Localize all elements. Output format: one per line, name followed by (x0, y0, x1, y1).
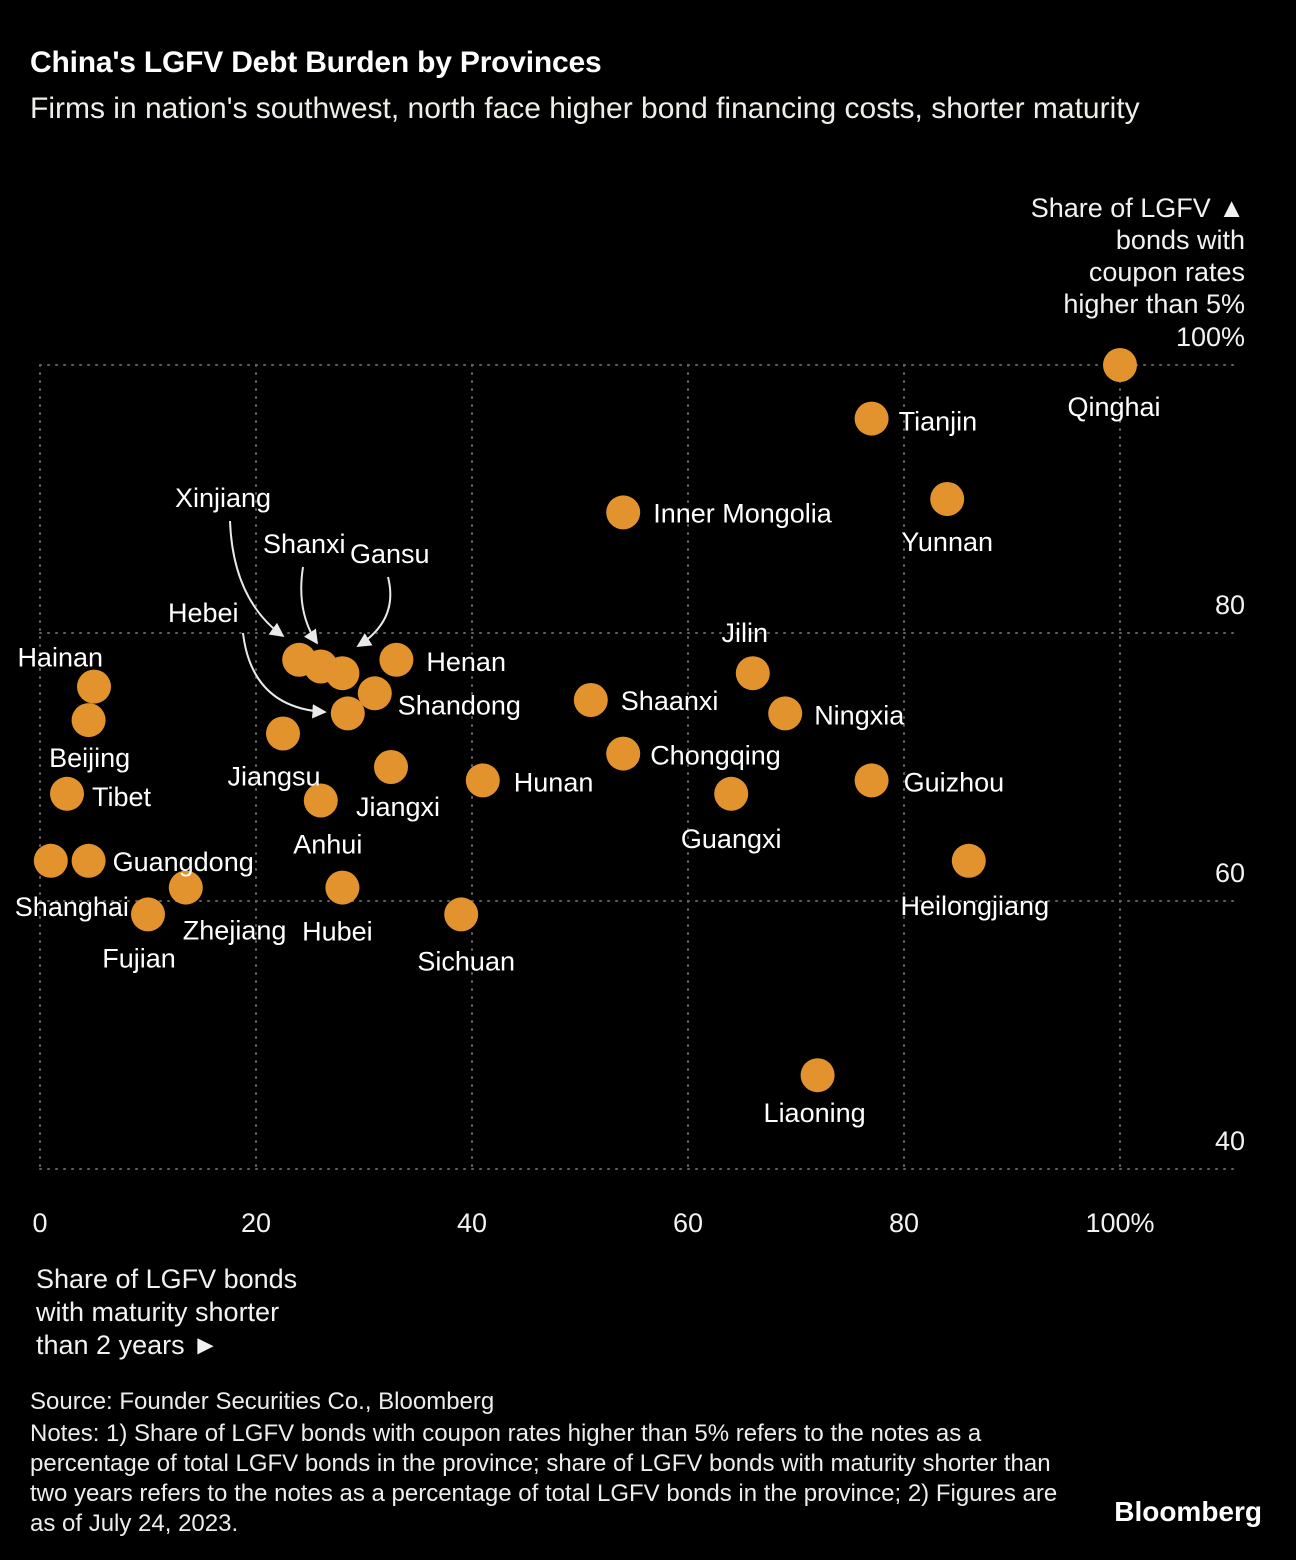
point-label: Fujian (102, 943, 176, 973)
data-point-hunan (465, 763, 500, 798)
x-tick-label: 60 (673, 1208, 703, 1238)
x-tick-label: 80 (889, 1208, 919, 1238)
data-point-heilongjiang (951, 843, 986, 878)
point-label: Tianjin (899, 407, 978, 437)
data-point-jiangxi (374, 750, 408, 784)
data-point-zhejiang (168, 870, 203, 905)
point-label: Beijing (49, 743, 130, 773)
data-point-guangdong (71, 843, 106, 878)
data-point-tianjin (854, 401, 889, 436)
point-label: Liaoning (764, 1098, 866, 1128)
point-label: Ningxia (814, 700, 905, 730)
x-tick-label: 100% (1085, 1208, 1154, 1238)
point-label: Anhui (293, 830, 362, 860)
x-tick-label: 20 (241, 1208, 271, 1238)
data-point-shanghai (33, 843, 68, 878)
notes-text: Notes: 1) Share of LGFV bonds with coupo… (30, 1420, 1058, 1537)
point-label: Hubei (302, 917, 373, 947)
point-label: Yunnan (901, 527, 993, 557)
point-label: Chongqing (650, 741, 781, 771)
point-label: Heilongjiang (900, 891, 1049, 921)
scatter-plot: 100% 80 60 40 0 20 40 60 80 100% Qinghai Tianjin Yun… (15, 322, 1245, 1238)
y-tick-label: 40 (1215, 1126, 1245, 1156)
data-point-inner-mongolia (606, 495, 641, 530)
data-point-hubei (325, 870, 360, 905)
data-point-guizhou (854, 763, 889, 798)
point-label: Hebei (168, 598, 239, 628)
y-tick-label: 80 (1215, 590, 1245, 620)
data-point-shaanxi (573, 683, 608, 717)
point-label: Guangxi (681, 824, 782, 854)
point-label: Hainan (17, 643, 103, 673)
point-label: Qinghai (1067, 392, 1160, 422)
point-label: Hunan (514, 767, 594, 797)
data-point-liaoning (800, 1058, 835, 1093)
callout-arrow (242, 632, 327, 719)
x-tick-label: 0 (32, 1208, 47, 1238)
callout-arrow (300, 566, 319, 645)
chart-subtitle: Firms in nation's southwest, north face … (30, 92, 1140, 125)
y-tick-label: 100% (1176, 322, 1245, 352)
point-label: Xinjiang (175, 483, 271, 513)
y-tick-label: 60 (1215, 858, 1245, 888)
data-point-yunnan (930, 482, 965, 516)
data-point-fujian (131, 897, 165, 932)
data-point-beijing (71, 703, 106, 738)
data-point-jilin (735, 656, 770, 691)
point-label: Guangdong (113, 847, 254, 877)
data-point-anhui (303, 783, 338, 818)
data-point-qinghai (1103, 348, 1137, 382)
bloomberg-logo: Bloomberg (1114, 1496, 1262, 1527)
callout-arrow (356, 576, 392, 647)
point-label: Shanxi (263, 529, 346, 559)
data-point-shandong (357, 676, 392, 711)
chart-title: China's LGFV Debt Burden by Provinces (30, 46, 602, 79)
point-label: Zhejiang (183, 916, 287, 946)
data-point-hainan (77, 669, 111, 704)
point-label: Gansu (350, 539, 430, 569)
point-label: Shanghai (15, 892, 129, 922)
x-tick-label: 40 (457, 1208, 487, 1238)
data-point-guangxi (714, 776, 749, 811)
data-point-jiangsu (266, 716, 300, 751)
data-point-tibet (50, 776, 84, 811)
data-point-ningxia (768, 696, 803, 731)
x-axis-title: Share of LGFV bonds with maturity shorte… (36, 1264, 298, 1360)
callout-arrow (229, 520, 285, 638)
data-point-sichuan (444, 897, 479, 932)
point-label: Shaanxi (621, 686, 719, 716)
scatter-canvas: 100% 80 60 40 0 20 40 60 80 100% Qinghai Tianjin Yun… (15, 322, 1245, 1238)
point-label: Inner Mongolia (653, 498, 833, 528)
data-point-chongqing (606, 736, 641, 771)
point-label: Shandong (398, 690, 521, 720)
data-point-gansu (325, 656, 360, 691)
data-point-henan (379, 642, 414, 677)
y-axis-title: Share of LGFV ▲ bonds with coupon rates … (1030, 193, 1245, 319)
point-label: Henan (426, 647, 506, 677)
point-label: Sichuan (417, 946, 515, 976)
point-label: Jiangsu (227, 762, 320, 792)
point-label: Jilin (722, 618, 769, 648)
point-label: Jiangxi (356, 792, 440, 822)
source-note: Source: Founder Securities Co., Bloomber… (30, 1388, 495, 1415)
point-label: Guizhou (904, 767, 1005, 797)
point-label: Tibet (92, 782, 152, 812)
data-point-hebei (330, 696, 365, 731)
